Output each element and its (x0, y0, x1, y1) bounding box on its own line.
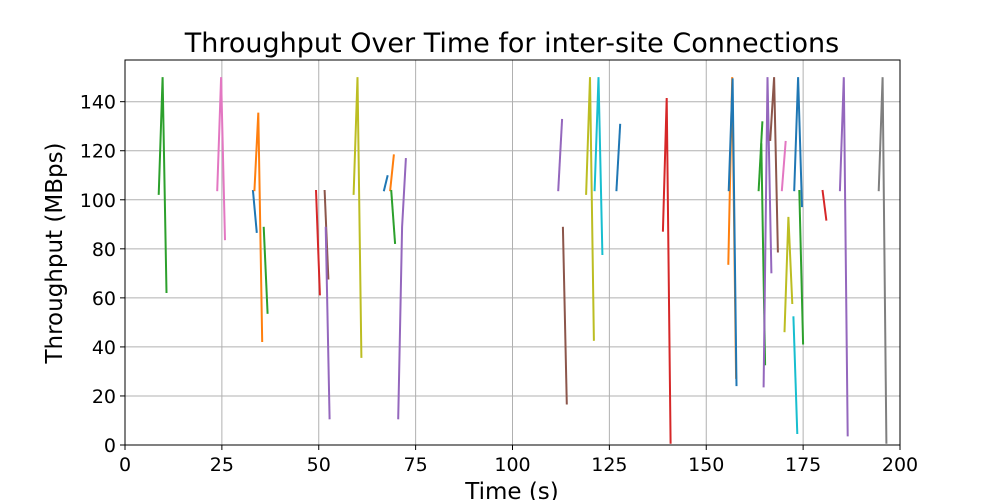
series-line (727, 78, 738, 387)
y-axis-label: Throughput (MBps) (42, 142, 68, 364)
series-group (157, 77, 888, 444)
series-line (780, 140, 787, 192)
series-line (324, 226, 331, 420)
series-line (792, 316, 799, 435)
series-line (557, 118, 564, 192)
series-line (390, 189, 397, 244)
series-line (798, 189, 805, 345)
series-line (561, 226, 568, 405)
x-tick-label: 75 (404, 454, 428, 476)
series-line (397, 158, 407, 420)
x-tick-label: 150 (688, 454, 724, 476)
series-line (769, 77, 779, 253)
series-line (585, 77, 595, 341)
series-line (315, 189, 321, 296)
series-line (251, 189, 258, 233)
series-line (838, 77, 849, 437)
series-line (762, 77, 773, 388)
axis-ticks: 0 25 50 75 100 125 150 175 200 0 20 40 60 80 100 120 140 (80, 92, 918, 476)
chart-title: Throughput Over Time for inter-site Conn… (184, 28, 839, 59)
series-line (757, 121, 764, 192)
y-tick-label: 0 (104, 435, 116, 457)
x-tick-label: 200 (882, 454, 918, 476)
series-line (262, 226, 269, 314)
x-tick-label: 0 (119, 454, 131, 476)
series-line (877, 77, 888, 444)
series-line (389, 154, 395, 192)
series-line (615, 123, 622, 192)
series-line (382, 175, 389, 192)
series-line (216, 77, 226, 241)
x-tick-label: 125 (591, 454, 627, 476)
x-tick-label: 100 (494, 454, 530, 476)
series-line (593, 77, 604, 256)
series-line (821, 189, 828, 221)
y-tick-label: 20 (92, 386, 116, 408)
x-axis-label: Time (s) (464, 479, 559, 500)
series-line (783, 216, 794, 333)
y-tick-label: 140 (80, 92, 116, 114)
series-line (352, 77, 363, 358)
x-tick-label: 50 (307, 454, 331, 476)
series-line (793, 77, 803, 208)
y-tick-label: 60 (92, 288, 116, 310)
series-line (157, 77, 168, 294)
y-tick-label: 100 (80, 190, 116, 212)
y-tick-label: 120 (80, 141, 116, 163)
y-tick-label: 40 (92, 337, 116, 359)
series-line (253, 112, 264, 343)
x-tick-label: 175 (785, 454, 821, 476)
series-line (661, 97, 672, 444)
y-tick-label: 80 (92, 239, 116, 261)
x-tick-label: 25 (210, 454, 234, 476)
